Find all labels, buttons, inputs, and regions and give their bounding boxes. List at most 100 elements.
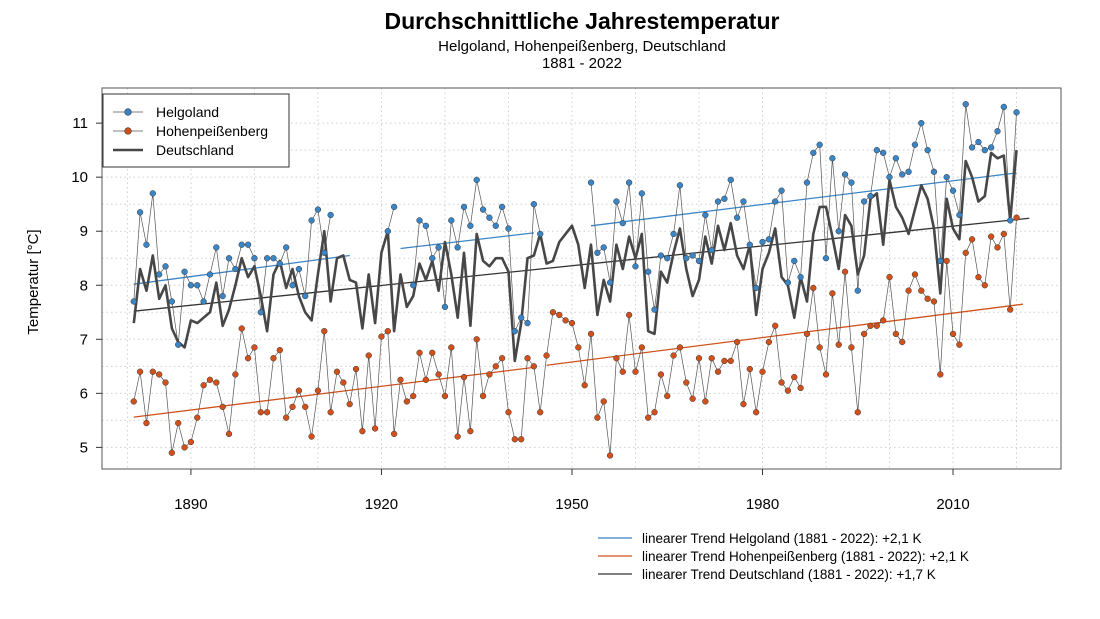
data-point-hohenpeissenberg — [156, 371, 163, 378]
data-point-hohenpeissenberg — [352, 365, 360, 373]
data-point-hohenpeissenberg — [911, 271, 919, 278]
data-point-helgoland — [1007, 217, 1014, 224]
data-point-hohenpeissenberg — [321, 328, 328, 335]
data-point-hohenpeissenberg — [873, 322, 880, 329]
data-point-hohenpeissenberg — [778, 379, 785, 386]
data-point-helgoland — [175, 341, 182, 348]
data-point-hohenpeissenberg — [194, 414, 201, 421]
data-point-hohenpeissenberg — [625, 311, 633, 319]
data-point-hohenpeissenberg — [162, 379, 169, 386]
data-point-helgoland — [918, 119, 925, 127]
data-point-hohenpeissenberg — [498, 355, 506, 362]
trend-legend: linearer Trend Helgoland (1881 - 2022): … — [598, 531, 969, 582]
data-point-helgoland — [613, 198, 620, 205]
data-point-helgoland — [816, 141, 823, 148]
chart-subtitle: Helgoland, Hohenpeißenberg, Deutschland — [438, 38, 726, 55]
data-point-hohenpeissenberg — [251, 344, 258, 351]
data-point-hohenpeissenberg — [562, 317, 569, 324]
data-point-helgoland — [257, 309, 264, 316]
data-point-helgoland — [956, 211, 963, 219]
data-point-helgoland — [949, 187, 957, 194]
data-point-hohenpeissenberg — [784, 387, 792, 394]
y-tick-label: 9 — [80, 223, 88, 240]
data-point-hohenpeissenberg — [708, 355, 715, 362]
data-point-helgoland — [289, 282, 296, 289]
data-point-helgoland — [429, 255, 436, 262]
data-point-hohenpeissenberg — [384, 328, 391, 335]
data-point-hohenpeissenberg — [219, 403, 226, 411]
data-point-hohenpeissenberg — [1013, 214, 1020, 221]
data-point-hohenpeissenberg — [530, 363, 538, 370]
data-point-helgoland — [651, 306, 658, 313]
data-point-helgoland — [416, 217, 423, 224]
data-point-helgoland — [473, 176, 480, 184]
data-point-hohenpeissenberg — [371, 425, 379, 432]
data-point-helgoland — [810, 149, 817, 157]
data-point-helgoland — [968, 144, 976, 151]
y-tick-label: 5 — [80, 439, 88, 456]
data-point-helgoland — [905, 168, 912, 175]
data-point-helgoland — [270, 255, 277, 262]
chart-period: 1881 - 2022 — [542, 55, 622, 72]
trend-lines — [133, 172, 1030, 418]
data-point-helgoland — [867, 192, 874, 200]
data-point-hohenpeissenberg — [600, 398, 607, 405]
data-point-helgoland — [263, 255, 271, 262]
series-line-hohenpeissenberg — [133, 217, 1017, 456]
data-point-helgoland — [283, 244, 290, 251]
data-point-hohenpeissenberg — [270, 355, 277, 362]
data-point-helgoland — [295, 265, 303, 273]
data-point-hohenpeissenberg — [949, 330, 957, 338]
data-point-hohenpeissenberg — [727, 357, 734, 365]
data-point-helgoland — [302, 292, 309, 300]
data-point-helgoland — [606, 279, 614, 286]
data-point-hohenpeissenberg — [505, 409, 512, 416]
data-point-hohenpeissenberg — [968, 236, 976, 243]
data-point-helgoland — [130, 298, 137, 305]
data-point-hohenpeissenberg — [816, 344, 823, 351]
data-point-helgoland — [1000, 103, 1007, 111]
data-point-hohenpeissenberg — [975, 273, 982, 281]
data-point-hohenpeissenberg — [492, 363, 499, 370]
data-point-helgoland — [213, 244, 220, 251]
x-tick-label: 1950 — [555, 496, 588, 513]
data-point-helgoland — [187, 282, 195, 289]
data-point-hohenpeissenberg — [587, 330, 595, 338]
data-point-helgoland — [765, 236, 773, 243]
data-point-hohenpeissenberg — [860, 330, 868, 338]
data-point-helgoland — [619, 219, 626, 227]
data-point-helgoland — [975, 138, 982, 146]
data-point-hohenpeissenberg — [733, 338, 741, 346]
data-point-hohenpeissenberg — [759, 368, 766, 375]
data-point-helgoland — [778, 187, 785, 194]
trend-legend-label-helgoland: linearer Trend Helgoland (1881 - 2022): … — [642, 531, 922, 546]
data-point-helgoland — [454, 244, 461, 251]
data-point-hohenpeissenberg — [543, 352, 550, 359]
data-point-hohenpeissenberg — [987, 233, 995, 240]
data-point-hohenpeissenberg — [200, 382, 207, 389]
data-point-helgoland — [841, 171, 849, 178]
data-point-hohenpeissenberg — [943, 257, 950, 265]
data-point-helgoland — [194, 282, 201, 289]
data-point-helgoland — [276, 260, 283, 267]
data-point-helgoland — [244, 241, 252, 248]
data-point-helgoland — [435, 244, 442, 251]
data-point-helgoland — [829, 155, 836, 162]
data-point-helgoland — [448, 217, 455, 224]
data-point-helgoland — [937, 257, 944, 265]
data-point-hohenpeissenberg — [594, 414, 601, 421]
data-point-hohenpeissenberg — [905, 287, 912, 294]
data-point-hohenpeissenberg — [257, 409, 264, 416]
data-point-hohenpeissenberg — [568, 319, 576, 327]
data-point-hohenpeissenberg — [892, 330, 900, 338]
trend-legend-label-hohenpeissenberg: linearer Trend Hohenpeißenberg (1881 - 2… — [642, 549, 969, 564]
data-point-hohenpeissenberg — [403, 398, 410, 405]
data-point-hohenpeissenberg — [613, 355, 620, 362]
data-point-helgoland — [714, 198, 722, 205]
data-point-hohenpeissenberg — [397, 376, 404, 383]
data-point-helgoland — [524, 319, 531, 327]
data-point-hohenpeissenberg — [746, 365, 753, 373]
data-point-hohenpeissenberg — [206, 376, 214, 383]
data-point-hohenpeissenberg — [899, 338, 906, 346]
data-point-hohenpeissenberg — [518, 436, 525, 443]
